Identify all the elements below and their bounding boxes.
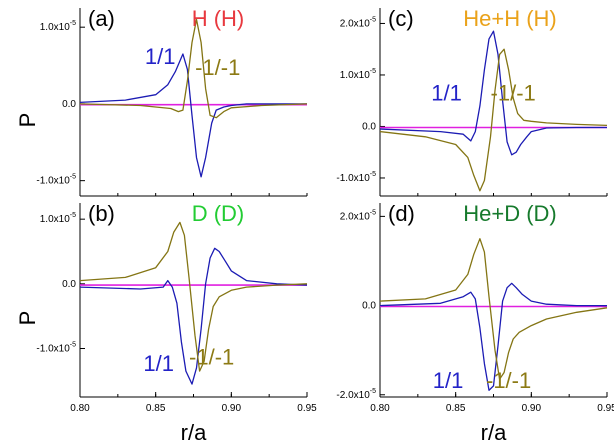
y-axis-label: P <box>15 311 40 326</box>
series-annotation: -1/-1 <box>486 368 531 393</box>
y-tick-label: 1.0x10-5 <box>40 212 76 225</box>
x-tick-label: 0.85 <box>146 403 166 414</box>
y-tick-label: 0.0 <box>62 279 76 290</box>
series-annotation: 1/1 <box>143 351 174 376</box>
panel-label: (c) <box>388 6 414 31</box>
panel-d: 2.0x10-5 0.0 -2.0x10-5 0.80 0.85 0.90 0.95 (d) H… <box>336 201 614 443</box>
x-tick-label: 0.95 <box>297 403 317 414</box>
series-annotation: 1/1 <box>431 81 462 106</box>
series-line-m11 <box>379 48 608 192</box>
y-tick-label: 1.0x10-5 <box>340 68 376 81</box>
panel-title: H (H) <box>192 6 245 31</box>
x-tick-label: 0.90 <box>522 403 542 414</box>
y-tick-label: -2.0x10-5 <box>336 388 376 401</box>
series-annotation: 1/1 <box>433 368 464 393</box>
x-tick-label: 0.90 <box>222 403 242 414</box>
series-line-p11 <box>379 30 607 156</box>
y-tick-label: 2.0x10-5 <box>340 16 376 29</box>
panel-label: (d) <box>388 201 415 226</box>
y-tick-label: 0.0 <box>362 121 376 132</box>
panel-a: 1.0x10-5 0.0 -1.0x10-5 (a) H (H) 1/1 -1/-1 P <box>15 6 308 197</box>
series-annotation: -1/-1 <box>195 55 240 80</box>
panel-label: (b) <box>88 201 115 226</box>
series-line-m11 <box>379 238 608 380</box>
y-tick-label: -1.0x10-5 <box>336 171 376 184</box>
series-line-m11 <box>79 18 308 119</box>
x-tick-label: 0.80 <box>370 403 390 414</box>
series-line-p11 <box>79 247 308 385</box>
y-tick-label: -1.0x10-5 <box>36 342 76 355</box>
y-axis-label: P <box>15 113 40 128</box>
series-annotation: 1/1 <box>145 44 176 69</box>
y-tick-label: 1.0x10-5 <box>40 20 76 33</box>
y-tick-label: 2.0x10-5 <box>340 209 376 222</box>
panel-label: (a) <box>88 6 115 31</box>
y-tick-label: 0.0 <box>362 301 376 312</box>
panel-title: He+D (D) <box>463 201 557 226</box>
panel-title: He+H (H) <box>463 6 557 31</box>
panel-title: D (D) <box>192 201 245 226</box>
y-tick-label: 0.0 <box>62 99 76 110</box>
series-line-p11 <box>79 53 307 178</box>
x-tick-label: 0.80 <box>70 403 90 414</box>
panel-b: 1.0x10-5 0.0 -1.0x10-5 0.80 0.85 0.90 0.95 (b) D… <box>15 201 317 443</box>
series-line-m11 <box>79 221 308 372</box>
panel-c: 2.0x10-5 1.0x10-5 0.0 -1.0x10-5 (c) He+H (H) 1… <box>336 6 608 197</box>
x-tick-label: 0.95 <box>597 403 614 414</box>
series-annotation: -1/-1 <box>491 81 536 106</box>
x-axis-label: r/a <box>481 420 507 443</box>
x-tick-label: 0.85 <box>446 403 466 414</box>
x-axis-label: r/a <box>181 420 207 443</box>
series-annotation: -1/-1 <box>189 345 234 370</box>
y-tick-label: -1.0x10-5 <box>36 174 76 187</box>
series-line-p11 <box>379 282 607 391</box>
